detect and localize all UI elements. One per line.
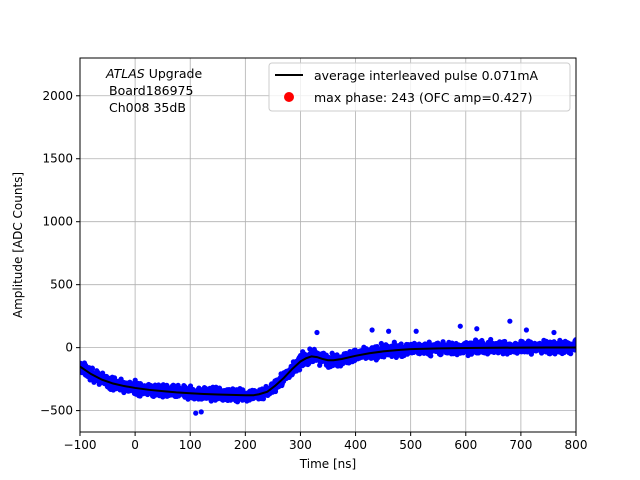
legend-box	[268, 62, 571, 112]
y-axis-label: Amplitude [ADC Counts]	[11, 172, 25, 318]
annotation-line-2: Board186975	[109, 83, 193, 98]
x-tick-label: 400	[344, 438, 367, 452]
sample-point	[507, 318, 513, 324]
legend-label-max-phase: max phase: 243 (OFC amp=0.427)	[314, 90, 532, 105]
sample-point	[314, 329, 320, 336]
sample-point	[474, 326, 480, 332]
sample-point	[369, 327, 375, 333]
y-tick-label: 2000	[42, 89, 73, 103]
y-tick-label: 1500	[42, 152, 73, 166]
legend: average interleaved pulse 0.071mA max ph…	[268, 62, 571, 112]
sample-point	[426, 339, 432, 345]
sample-point	[89, 365, 96, 371]
x-tick-label: −100	[64, 438, 97, 452]
sample-point	[132, 377, 138, 383]
sample-point	[428, 353, 434, 359]
annotation-upgrade: Upgrade	[145, 66, 203, 81]
sample-point	[551, 329, 557, 336]
sample-point	[413, 328, 419, 334]
y-tick-label: 500	[50, 278, 73, 292]
legend-marker-swatch	[284, 92, 294, 102]
average-pulse-series	[80, 346, 576, 397]
annotation-line-1: ATLAS Upgrade	[105, 66, 202, 81]
y-tick-label: 1000	[42, 215, 73, 229]
annotation-atlas: ATLAS	[105, 66, 145, 81]
annotation-line-3: Ch008 35dB	[109, 100, 186, 115]
sample-point	[198, 409, 204, 415]
y-tick-label: 0	[65, 341, 73, 355]
sample-point	[457, 323, 463, 329]
scatter-series	[80, 318, 576, 416]
legend-label-average-pulse: average interleaved pulse 0.071mA	[314, 68, 539, 83]
x-tick-label: 300	[289, 438, 312, 452]
sample-point	[386, 328, 392, 334]
x-axis-label: Time [ns]	[299, 457, 356, 471]
sample-point	[568, 351, 574, 357]
sample-point	[260, 396, 267, 402]
sample-point	[297, 367, 303, 373]
y-axis: −500 0 500 1000 1500 2000	[40, 89, 80, 418]
average-pulse-line	[80, 346, 576, 397]
x-tick-label: 800	[565, 438, 588, 452]
annotation: ATLAS Upgrade Board186975 Ch008 35dB	[105, 66, 202, 115]
x-tick-label: 600	[454, 438, 477, 452]
sample-point	[193, 410, 199, 416]
sample-point	[573, 337, 576, 343]
x-tick-label: 200	[234, 438, 257, 452]
x-tick-label: 0	[131, 438, 139, 452]
plot-frame	[79, 57, 577, 433]
x-tick-label: 500	[399, 438, 422, 452]
x-axis: −100 0 100 200 300 400 500 600 700 800	[64, 432, 588, 452]
y-tick-label: −500	[40, 404, 73, 418]
sample-point	[523, 327, 530, 333]
x-tick-label: 700	[509, 438, 532, 452]
x-tick-label: 100	[179, 438, 202, 452]
